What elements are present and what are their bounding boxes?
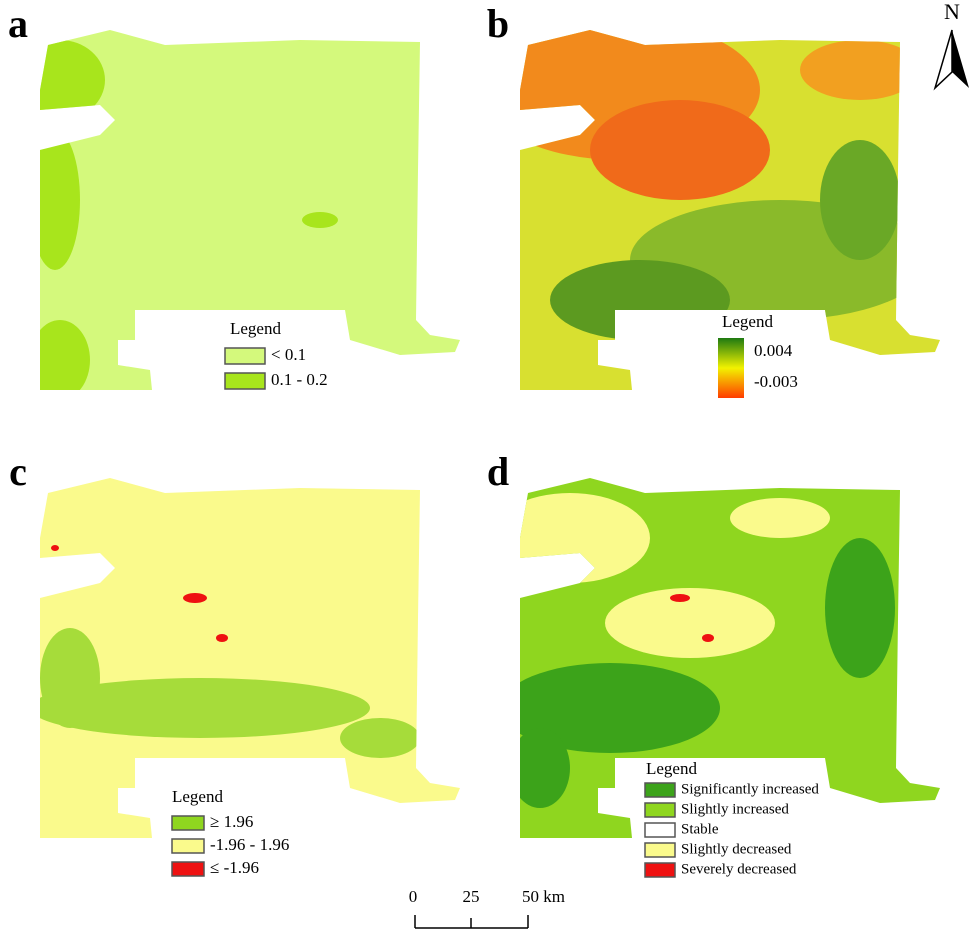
north-label: N bbox=[944, 0, 960, 24]
scale-bar bbox=[414, 915, 529, 929]
north-arrow bbox=[952, 30, 969, 88]
legend-swatch bbox=[224, 347, 266, 365]
map-a bbox=[40, 30, 460, 390]
panel-label: c bbox=[9, 449, 27, 494]
legend-swatch bbox=[171, 838, 205, 854]
panel-label: b bbox=[487, 1, 509, 46]
panel-label: a bbox=[8, 1, 28, 46]
legend-swatch bbox=[644, 802, 676, 818]
legend-gradient bbox=[718, 338, 744, 398]
legend-swatch bbox=[644, 822, 676, 838]
legend-label: Stable bbox=[681, 821, 719, 837]
scale-label: 25 bbox=[463, 887, 480, 906]
legend-label: -1.96 - 1.96 bbox=[210, 835, 289, 854]
legend-label: Significantly increased bbox=[681, 781, 819, 797]
legend-swatch bbox=[644, 842, 676, 858]
panel: b Legend 0.004 -0.003 bbox=[487, 1, 798, 398]
legend-label: Slightly decreased bbox=[681, 841, 792, 857]
legend-title: Legend bbox=[722, 312, 773, 331]
map-b bbox=[520, 30, 940, 390]
scale-label: 50 km bbox=[522, 887, 565, 906]
legend-swatch bbox=[171, 861, 205, 877]
map-c bbox=[40, 478, 460, 838]
panel: c Legend ≥ 1.96 -1.96 - 1.96 ≤ -1.96 bbox=[9, 449, 289, 877]
legend-swatch bbox=[224, 372, 266, 390]
legend-label: 0.1 - 0.2 bbox=[271, 370, 328, 389]
legend-label: Severely decreased bbox=[681, 861, 797, 877]
legend-swatch bbox=[644, 782, 676, 798]
legend-title: Legend bbox=[172, 787, 223, 806]
legend-label: Slightly increased bbox=[681, 801, 789, 817]
north-arrow bbox=[933, 29, 953, 91]
legend-max: 0.004 bbox=[754, 341, 793, 360]
legend-title: Legend bbox=[230, 319, 281, 338]
legend-label: < 0.1 bbox=[271, 345, 306, 364]
panel: a Legend < 0.1 0.1 - 0.2 bbox=[8, 1, 328, 390]
panel: d Legend Significantly increased Slightly i… bbox=[487, 449, 819, 878]
legend-label: ≤ -1.96 bbox=[210, 858, 259, 877]
scale-label: 0 bbox=[409, 887, 418, 906]
legend-swatch bbox=[644, 862, 676, 878]
legend-label: ≥ 1.96 bbox=[210, 812, 253, 831]
legend-min: -0.003 bbox=[754, 372, 798, 391]
legend-swatch bbox=[171, 815, 205, 831]
panel-label: d bbox=[487, 449, 509, 494]
legend-title: Legend bbox=[646, 759, 697, 778]
